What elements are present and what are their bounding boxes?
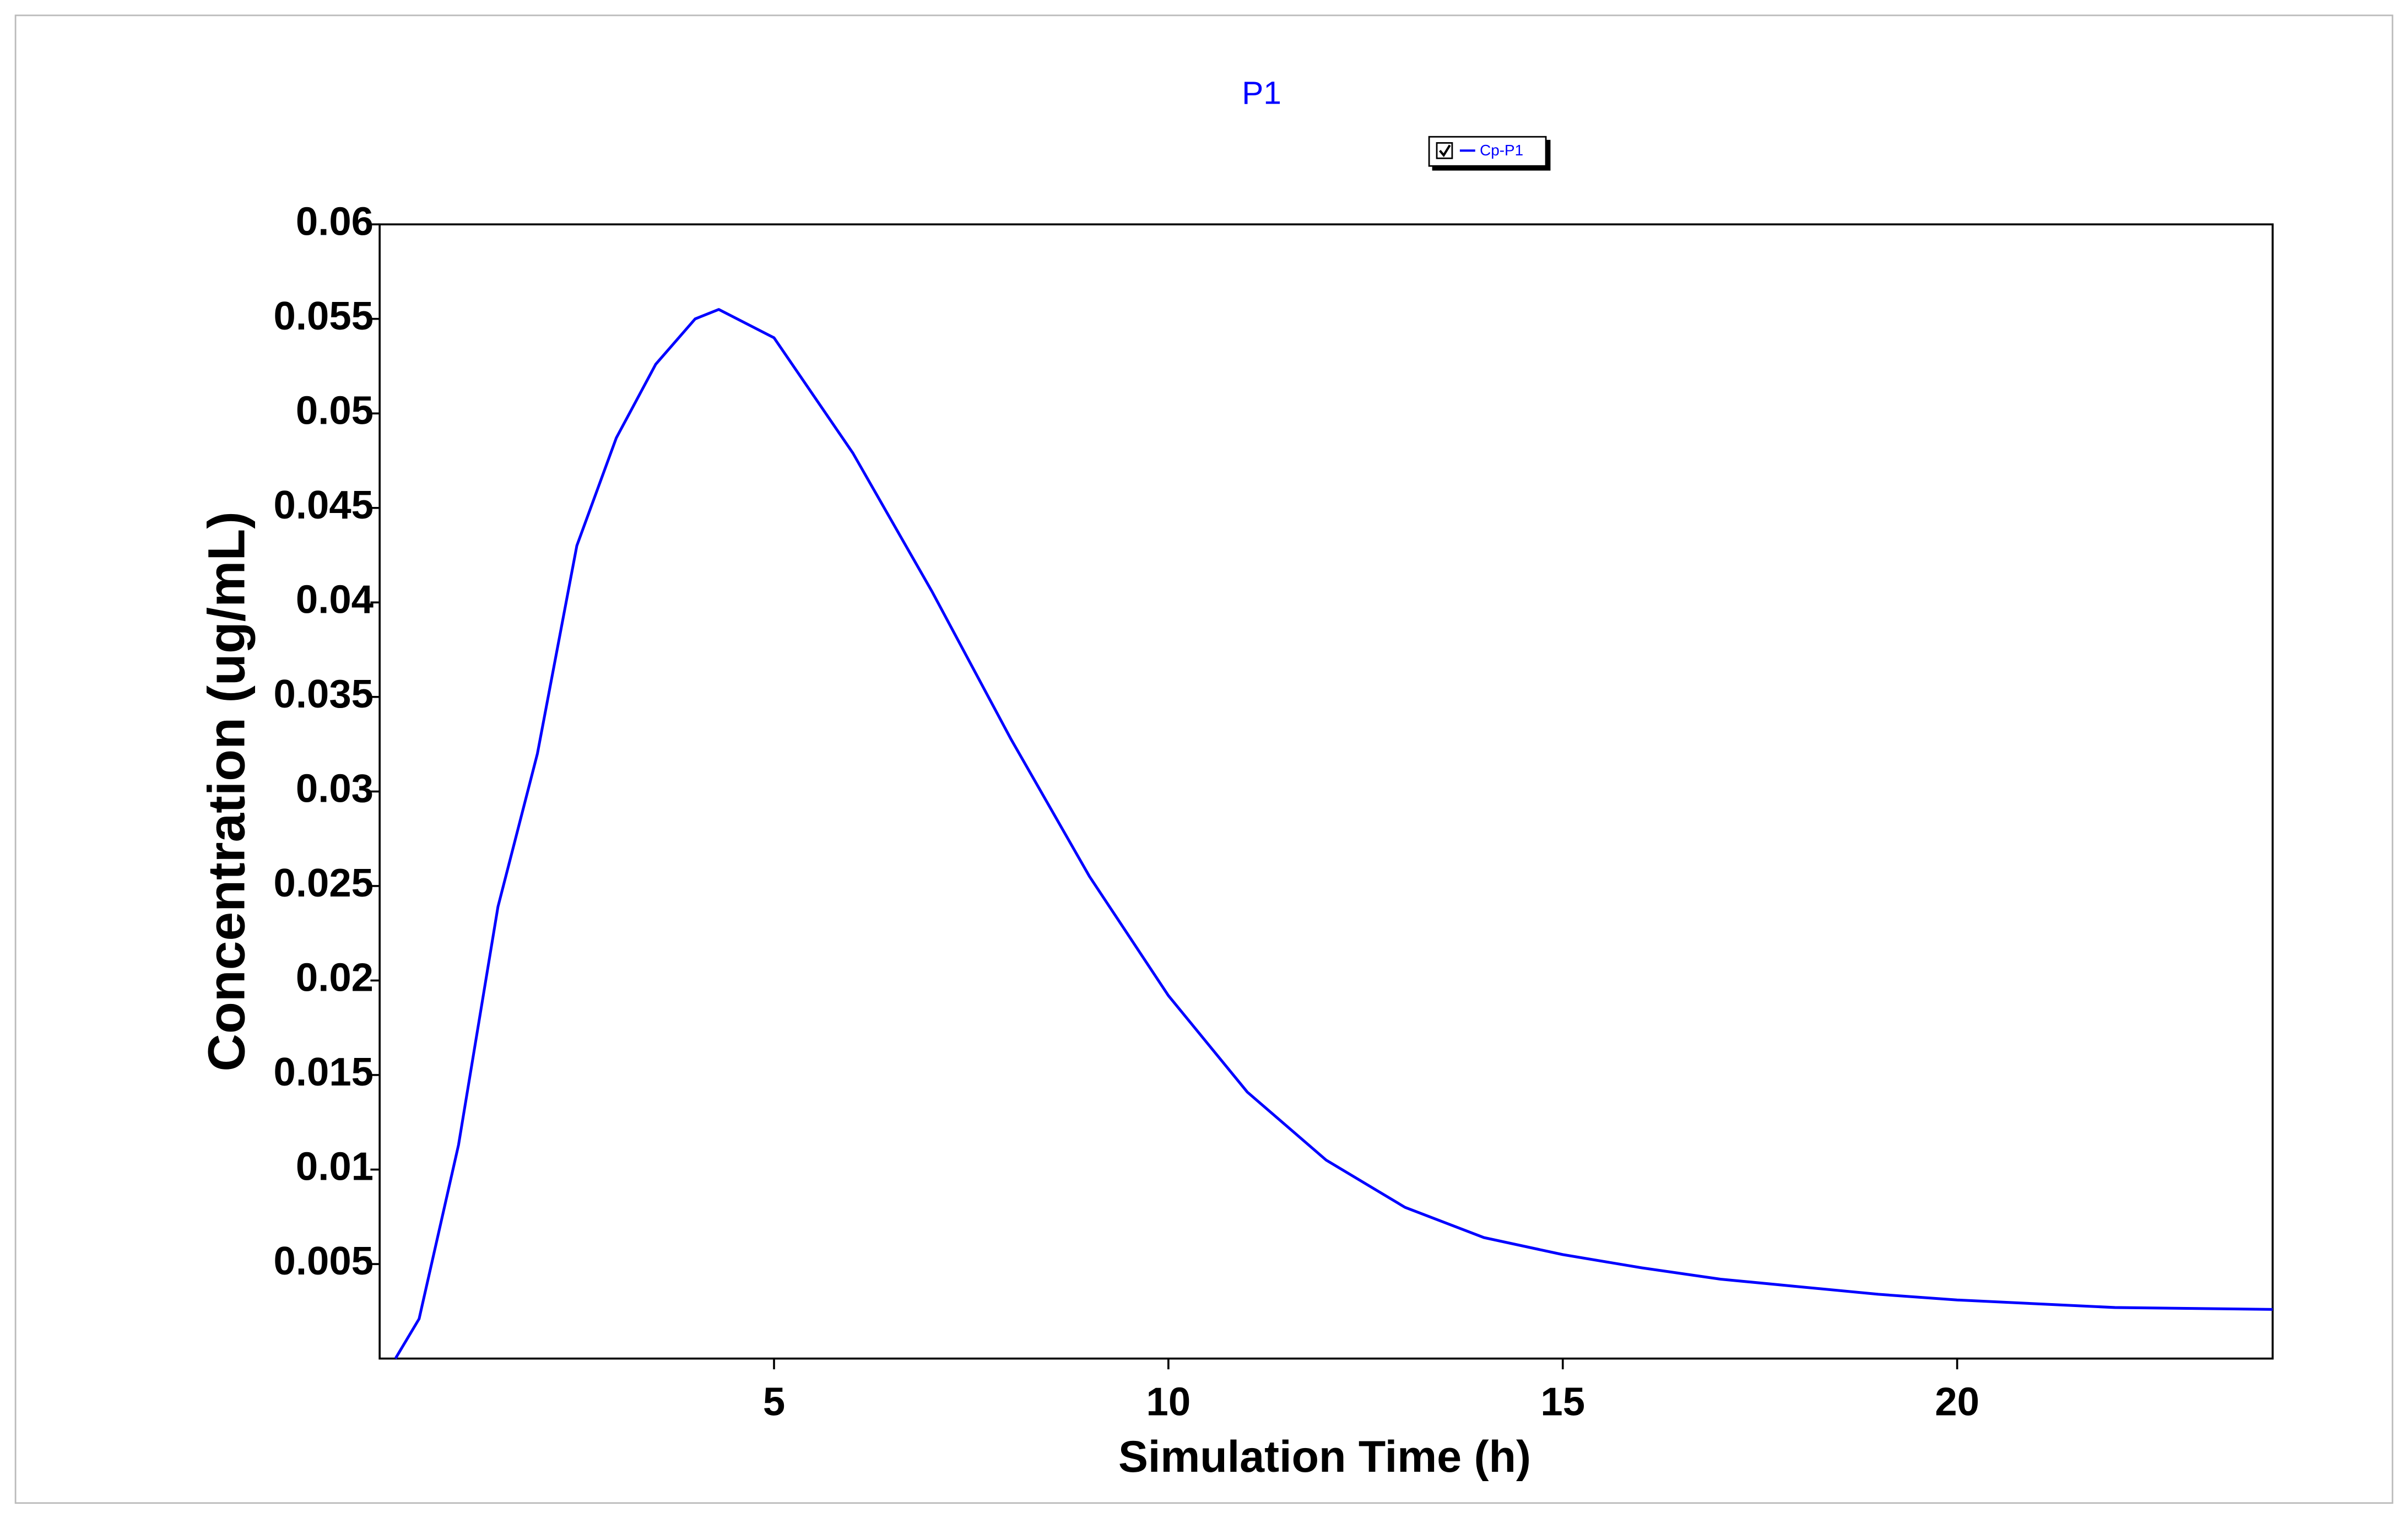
y-tick-label: 0.03 <box>296 766 374 811</box>
x-axis-label: Simulation Time (h) <box>1118 1432 1531 1482</box>
y-tick-label: 0.01 <box>296 1144 374 1189</box>
frame <box>14 14 2394 1504</box>
y-axis-label: Concentration (ug/mL) <box>198 511 256 1072</box>
y-tick-label: 0.04 <box>296 577 374 622</box>
y-tick-label: 0.005 <box>274 1239 374 1283</box>
x-tick-label: 5 <box>763 1379 785 1424</box>
x-tick-label: 15 <box>1540 1379 1585 1424</box>
y-tick-label: 0.055 <box>274 294 374 338</box>
y-tick-label: 0.035 <box>274 672 374 716</box>
plot-area <box>378 223 2274 1360</box>
legend-check <box>1439 144 1451 158</box>
y-tick-label: 0.045 <box>274 483 374 527</box>
legend[interactable]: Cp-P1 <box>1428 136 1551 171</box>
x-tick-label: 10 <box>1146 1379 1191 1424</box>
y-tick-label: 0.025 <box>274 861 374 905</box>
data-line <box>394 308 2273 1359</box>
y-tick-label: 0.05 <box>296 388 374 433</box>
chart-title: P1 <box>1242 75 1281 111</box>
x-tick-label: 20 <box>1935 1379 1979 1424</box>
y-tick-label: 0.015 <box>274 1050 374 1094</box>
legend-label: Cp-P1 <box>1480 142 1523 159</box>
y-tick-label: 0.02 <box>296 955 374 1000</box>
y-tick-label: 0.06 <box>296 199 374 244</box>
